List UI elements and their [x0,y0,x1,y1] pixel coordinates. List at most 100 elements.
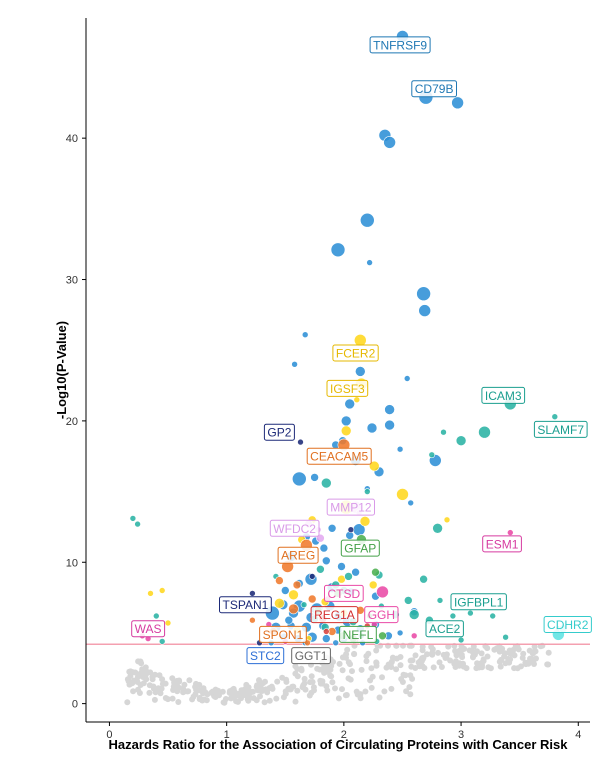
gray-point [339,667,346,674]
gray-point [349,668,355,675]
gray-point [324,687,331,694]
gray-point [151,696,158,703]
data-point [551,413,559,421]
gene-label-text: GGT1 [295,649,328,663]
gray-point [407,691,414,698]
gray-point [282,688,289,695]
gene-label-text: STC2 [250,649,281,663]
gray-point [327,666,334,673]
gene-label: GP2 [263,423,295,441]
gray-point [306,692,313,699]
gray-point [470,653,477,660]
gray-point [373,662,380,669]
gray-point [292,698,299,705]
gene-label-text: ESM1 [486,537,519,551]
data-point [158,638,166,645]
gray-point [174,683,181,690]
gene-label-text: GFAP [344,542,376,556]
gray-point [442,655,449,661]
gray-point [389,654,396,661]
gray-point [169,695,176,702]
data-point [376,585,389,599]
gray-point [480,658,487,664]
gray-point [398,676,405,682]
gray-point [529,650,536,657]
gene-label: STC2 [246,647,285,665]
gray-point [152,671,158,678]
gray-point [429,651,436,658]
gray-point [258,682,265,688]
gene-label: WAS [131,620,166,638]
data-point [249,590,256,597]
gray-point [266,697,273,704]
gray-point [403,688,410,695]
y-tick-label: 10 [66,557,78,569]
data-point [440,428,447,436]
data-point [366,422,378,434]
gene-label-text: SPON1 [263,628,304,642]
gene-label-text: FCER2 [336,347,376,361]
gene-label: CEACAM5 [306,447,372,465]
gene-label-box [332,344,379,362]
data-point [337,562,346,571]
x-tick-label: 1 [224,729,230,741]
gene-label-box [277,546,319,564]
data-point [354,366,366,377]
data-point [451,96,464,110]
gray-point [484,653,491,660]
data-point [396,629,404,637]
data-point [383,136,396,149]
gray-point [246,690,252,697]
gene-label-box [450,593,507,611]
gray-point [125,678,132,685]
gene-label: MMP12 [326,498,376,516]
data-point [368,460,380,472]
gray-point [262,686,269,693]
data-point [275,576,284,585]
gray-point [358,666,365,673]
gene-label-box [364,606,399,624]
gray-point [419,656,426,663]
gene-label-text: ICAM3 [485,389,522,403]
gene-label: GGH [364,606,399,624]
data-point [322,628,330,635]
gray-point [381,688,388,695]
data-point [384,404,395,415]
gray-point [354,691,361,698]
gray-point [507,656,514,663]
gray-point [430,664,437,671]
data-point [418,304,432,317]
gene-label: TNFRSF9 [369,36,431,54]
y-axis-ticks: 0 10 20 30 40 [66,133,86,711]
gene-label-text: CD79B [415,82,454,96]
gray-point [470,643,477,650]
gene-label: CD79B [411,80,457,98]
x-tick-label: 4 [575,729,581,741]
gene-label-box [339,625,377,643]
data-point [134,520,141,528]
gene-label: WFDC2 [269,519,320,537]
data-point [330,242,346,258]
data-point [359,515,371,527]
data-point [457,636,465,644]
gray-point [196,681,203,688]
gene-label-box [131,620,166,638]
gray-point [283,678,290,685]
data-point [396,488,409,501]
gray-point [379,674,385,681]
data-point [288,589,299,601]
gray-point [363,658,370,665]
gene-label: TSPAN1 [219,596,272,614]
data-point [489,612,497,620]
gray-point [135,686,141,693]
gray-point [175,699,182,705]
data-point [292,580,302,590]
gray-point [139,666,146,673]
gray-point [343,654,349,661]
x-tick-label: 0 [106,729,112,741]
gray-point [261,699,268,706]
axes: 0 1 2 3 4 0 10 20 30 40 [66,18,590,741]
gene-label-text: SLAMF7 [537,423,584,437]
y-tick-label: 40 [66,133,78,145]
gray-point [332,685,338,692]
